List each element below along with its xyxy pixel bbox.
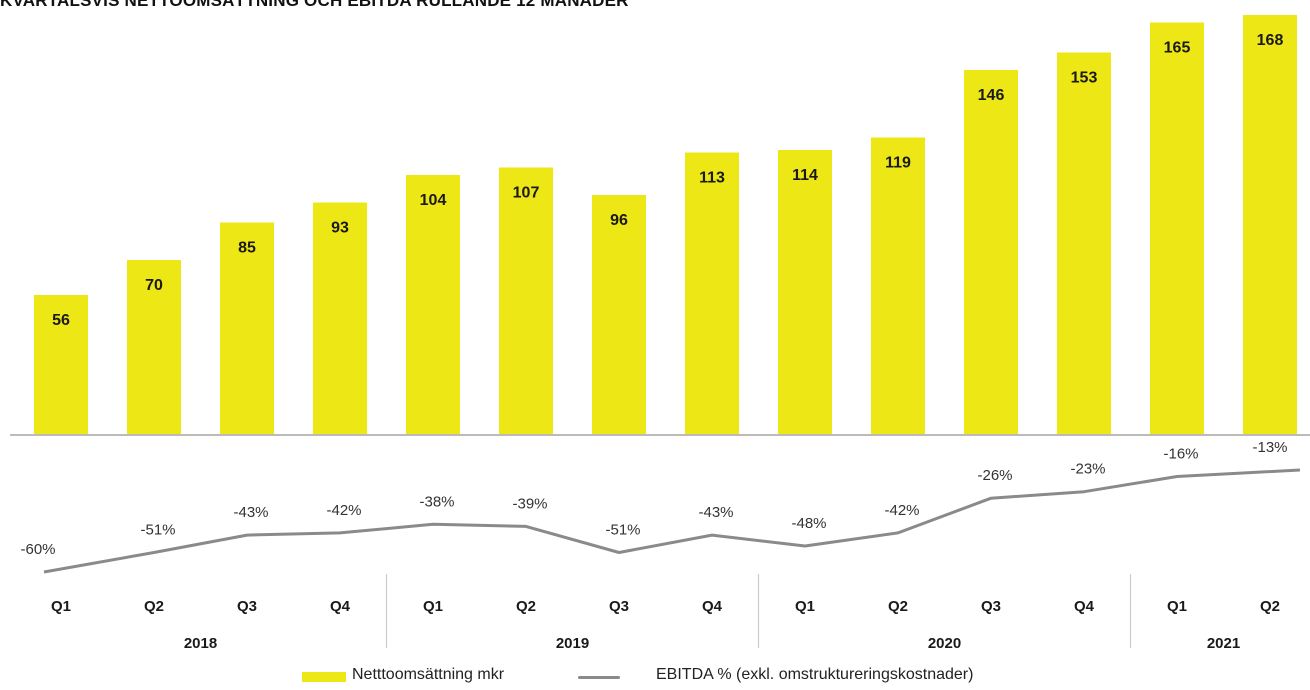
ebitda-value-label: -13% <box>1252 439 1287 456</box>
bar-value-label: 114 <box>792 167 818 184</box>
quarter-tick-label: Q3 <box>609 598 629 615</box>
ebitda-value-label: -42% <box>326 502 361 519</box>
revenue-bar <box>1243 15 1297 435</box>
bar-value-label: 70 <box>145 277 163 294</box>
quarter-tick-label: Q2 <box>888 598 908 615</box>
revenue-bar <box>499 167 553 435</box>
revenue-bar <box>871 137 925 435</box>
year-group-label: 2021 <box>1207 635 1240 652</box>
year-group-label: 2020 <box>928 635 961 652</box>
quarter-tick-label: Q3 <box>981 598 1001 615</box>
quarter-tick-label: Q2 <box>144 598 164 615</box>
bar-value-label: 85 <box>238 240 256 257</box>
revenue-bar <box>1057 52 1111 435</box>
revenue-bar <box>406 175 460 435</box>
revenue-bar <box>1150 22 1204 435</box>
ebitda-value-label: -51% <box>605 521 640 538</box>
ebitda-value-label: -48% <box>791 515 826 532</box>
revenue-bar <box>778 150 832 435</box>
quarter-tick-label: Q1 <box>1167 598 1187 615</box>
ebitda-value-label: -39% <box>512 495 547 512</box>
bar-value-label: 168 <box>1257 32 1284 49</box>
quarter-tick-label: Q4 <box>702 598 723 615</box>
bar-value-label: 93 <box>331 220 349 237</box>
quarter-tick-label: Q1 <box>795 598 815 615</box>
quarter-tick-label: Q3 <box>237 598 257 615</box>
ebitda-line <box>43 468 1301 574</box>
quarter-tick-label: Q1 <box>51 598 71 615</box>
chart-title: KVARTALSVIS NETTOOMSÄTTNING OCH EBITDA R… <box>0 0 629 10</box>
ebitda-value-label: -42% <box>884 502 919 519</box>
bar-value-label: 96 <box>610 212 628 229</box>
legend-line-swatch <box>578 676 620 679</box>
bar-value-label: 119 <box>885 155 911 172</box>
ebitda-value-label: -26% <box>977 467 1012 484</box>
ebitda-value-label: -38% <box>419 493 454 510</box>
legend-bar-swatch <box>302 672 346 682</box>
ebitda-value-label: -60% <box>20 541 55 558</box>
quarter-tick-label: Q4 <box>330 598 351 615</box>
bar-value-label: 104 <box>420 192 447 209</box>
legend-bar-label: Netttoomsättning mkr <box>352 666 505 683</box>
bar-value-label: 153 <box>1071 70 1098 87</box>
ebitda-value-label: -51% <box>140 521 175 538</box>
ebitda-value-label: -16% <box>1163 446 1198 463</box>
bar-value-label: 56 <box>52 312 70 329</box>
ebitda-value-label: -23% <box>1070 461 1105 478</box>
revenue-bar <box>964 70 1018 435</box>
revenue-bar <box>127 260 181 435</box>
year-group-label: 2018 <box>184 635 217 652</box>
revenue-bar <box>592 195 646 435</box>
revenue-bar <box>685 152 739 435</box>
quarter-tick-label: Q1 <box>423 598 443 615</box>
revenue-bar <box>34 295 88 435</box>
quarter-tick-label: Q4 <box>1074 598 1095 615</box>
revenue-ebitda-chart: 56 70 85 93 104 107 96 113 114 119 146 153 165 168 -60… <box>10 15 1310 652</box>
year-group-label: 2019 <box>556 635 589 652</box>
bar-value-label: 146 <box>978 87 1005 104</box>
quarter-tick-label: Q2 <box>516 598 536 615</box>
revenue-bar <box>313 202 367 435</box>
bar-value-label: 165 <box>1164 40 1191 57</box>
chart-legend: Netttoomsättning mkr EBITDA % (exkl. oms… <box>0 664 1310 690</box>
quarter-tick-label: Q2 <box>1260 598 1280 615</box>
ebitda-value-label: -43% <box>698 504 733 521</box>
bar-value-label: 107 <box>513 185 540 202</box>
revenue-bar <box>220 222 274 435</box>
bar-value-label: 113 <box>699 170 725 187</box>
ebitda-value-label: -43% <box>233 504 268 521</box>
legend-line-label: EBITDA % (exkl. omstruktureringskostnade… <box>656 666 974 683</box>
